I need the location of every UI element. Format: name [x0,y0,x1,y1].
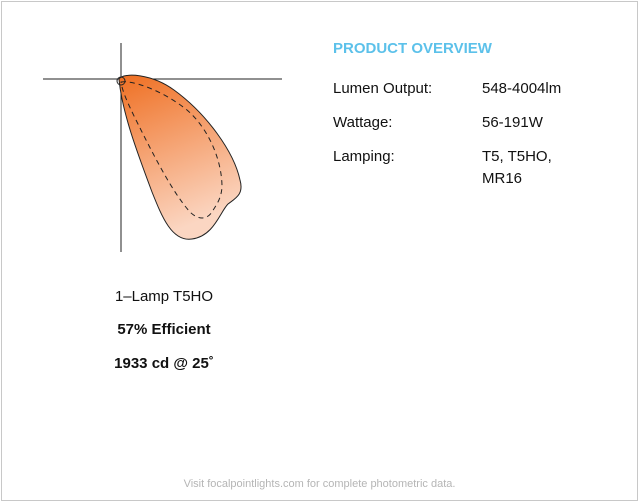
efficiency: 57% Efficient [64,321,264,338]
overview-title: PRODUCT OVERVIEW [333,40,492,57]
candela-curve [119,75,241,239]
spec-label: Lamping: [333,148,395,165]
spec-label: Wattage: [333,114,392,131]
spec-value: 548-4004lm [482,78,592,100]
spec-value: 56-191W [482,112,592,134]
product-card: PRODUCT OVERVIEW Lumen Output: 548-4004l… [1,1,638,501]
spec-label: Lumen Output: [333,80,432,97]
footer-note: Visit focalpointlights.com for complete … [2,478,637,490]
photometric-diagram [2,2,322,272]
spec-value: T5, T5HO, MR16 [482,146,572,190]
lamp-type: 1–Lamp T5HO [64,288,264,305]
candela: 1933 cd @ 25˚ [64,355,264,372]
